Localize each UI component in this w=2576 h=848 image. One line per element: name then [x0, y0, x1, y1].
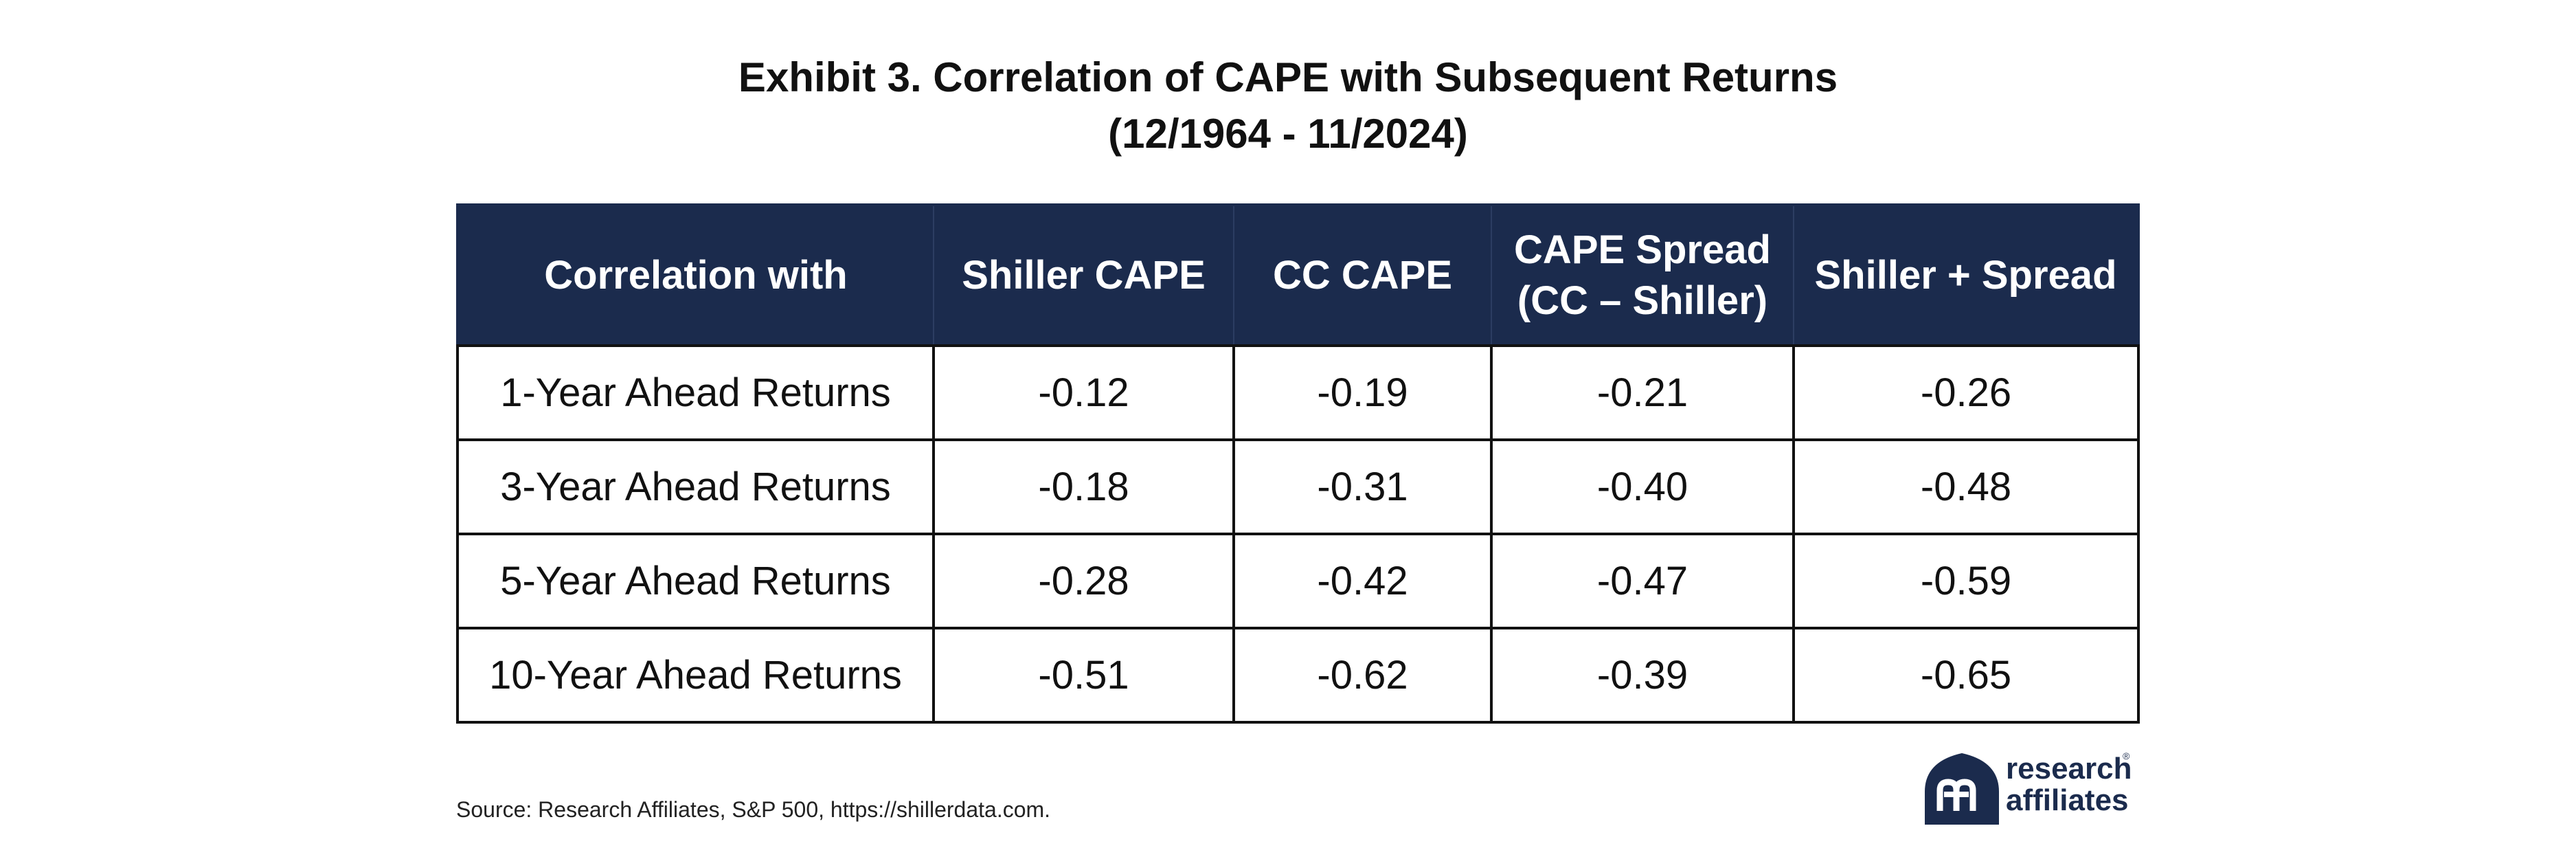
column-header-label: CAPE Spread — [1514, 227, 1771, 272]
table-cell: -0.19 — [1232, 344, 1493, 441]
table-cell: -0.65 — [1792, 627, 2140, 724]
column-header-label: Correlation with — [544, 252, 848, 298]
table-cell: -0.21 — [1490, 344, 1795, 441]
row-label: 3-Year Ahead Returns — [456, 438, 935, 535]
table-cell: -0.31 — [1232, 438, 1493, 535]
correlation-table: Correlation with Shiller CAPE CC CAPE CA… — [456, 203, 2140, 724]
column-header-cape-spread: CAPE Spread (CC – Shiller) — [1491, 203, 1794, 347]
chart-title-line-2: (12/1964 - 11/2024) — [1108, 111, 1468, 157]
column-header-shiller-plus-spread: Shiller + Spread — [1793, 203, 2140, 347]
table-cell: -0.39 — [1490, 627, 1795, 724]
table-row: 1-Year Ahead Returns -0.12 -0.19 -0.21 -… — [456, 344, 2140, 441]
table-cell: -0.59 — [1792, 533, 2140, 629]
table-cell: -0.47 — [1490, 533, 1795, 629]
table-row: 3-Year Ahead Returns -0.18 -0.31 -0.40 -… — [456, 438, 2140, 535]
logo-text-line-2: affiliates — [2006, 783, 2129, 817]
table-row: 5-Year Ahead Returns -0.28 -0.42 -0.47 -… — [456, 533, 2140, 629]
table-cell: -0.48 — [1792, 438, 2140, 535]
research-affiliates-logo: research affiliates ® — [1923, 750, 2136, 826]
table-cell: -0.26 — [1792, 344, 2140, 441]
chart-title-line-1: Exhibit 3. Correlation of CAPE with Subs… — [738, 54, 1838, 100]
table-cell: -0.28 — [932, 533, 1235, 629]
chart-title: Exhibit 3. Correlation of CAPE with Subs… — [0, 49, 2576, 162]
table-header-row: Correlation with Shiller CAPE CC CAPE CA… — [456, 203, 2140, 347]
registered-mark: ® — [2123, 750, 2130, 761]
column-header-correlation-with: Correlation with — [456, 203, 934, 347]
table-cell: -0.51 — [932, 627, 1235, 724]
table-cell: -0.40 — [1490, 438, 1795, 535]
table-row: 10-Year Ahead Returns -0.51 -0.62 -0.39 … — [456, 627, 2140, 724]
column-header-sublabel: (CC – Shiller) — [1517, 278, 1768, 323]
row-label: 1-Year Ahead Returns — [456, 344, 935, 441]
column-header-cc-cape: CC CAPE — [1233, 203, 1492, 347]
research-affiliates-logo-icon — [1925, 753, 1999, 825]
column-header-label: Shiller CAPE — [962, 252, 1206, 298]
column-header-label: Shiller + Spread — [1814, 252, 2117, 298]
table-cell: -0.12 — [932, 344, 1235, 441]
row-label: 10-Year Ahead Returns — [456, 627, 935, 724]
table-cell: -0.62 — [1232, 627, 1493, 724]
source-note: Source: Research Affiliates, S&P 500, ht… — [456, 797, 1051, 822]
table-cell: -0.42 — [1232, 533, 1493, 629]
row-label: 5-Year Ahead Returns — [456, 533, 935, 629]
table-cell: -0.18 — [932, 438, 1235, 535]
column-header-label: CC CAPE — [1272, 252, 1453, 298]
logo-wordmark: research affiliates — [2006, 753, 2132, 816]
column-header-shiller-cape: Shiller CAPE — [933, 203, 1234, 347]
logo-text-line-1: research — [2006, 752, 2132, 785]
